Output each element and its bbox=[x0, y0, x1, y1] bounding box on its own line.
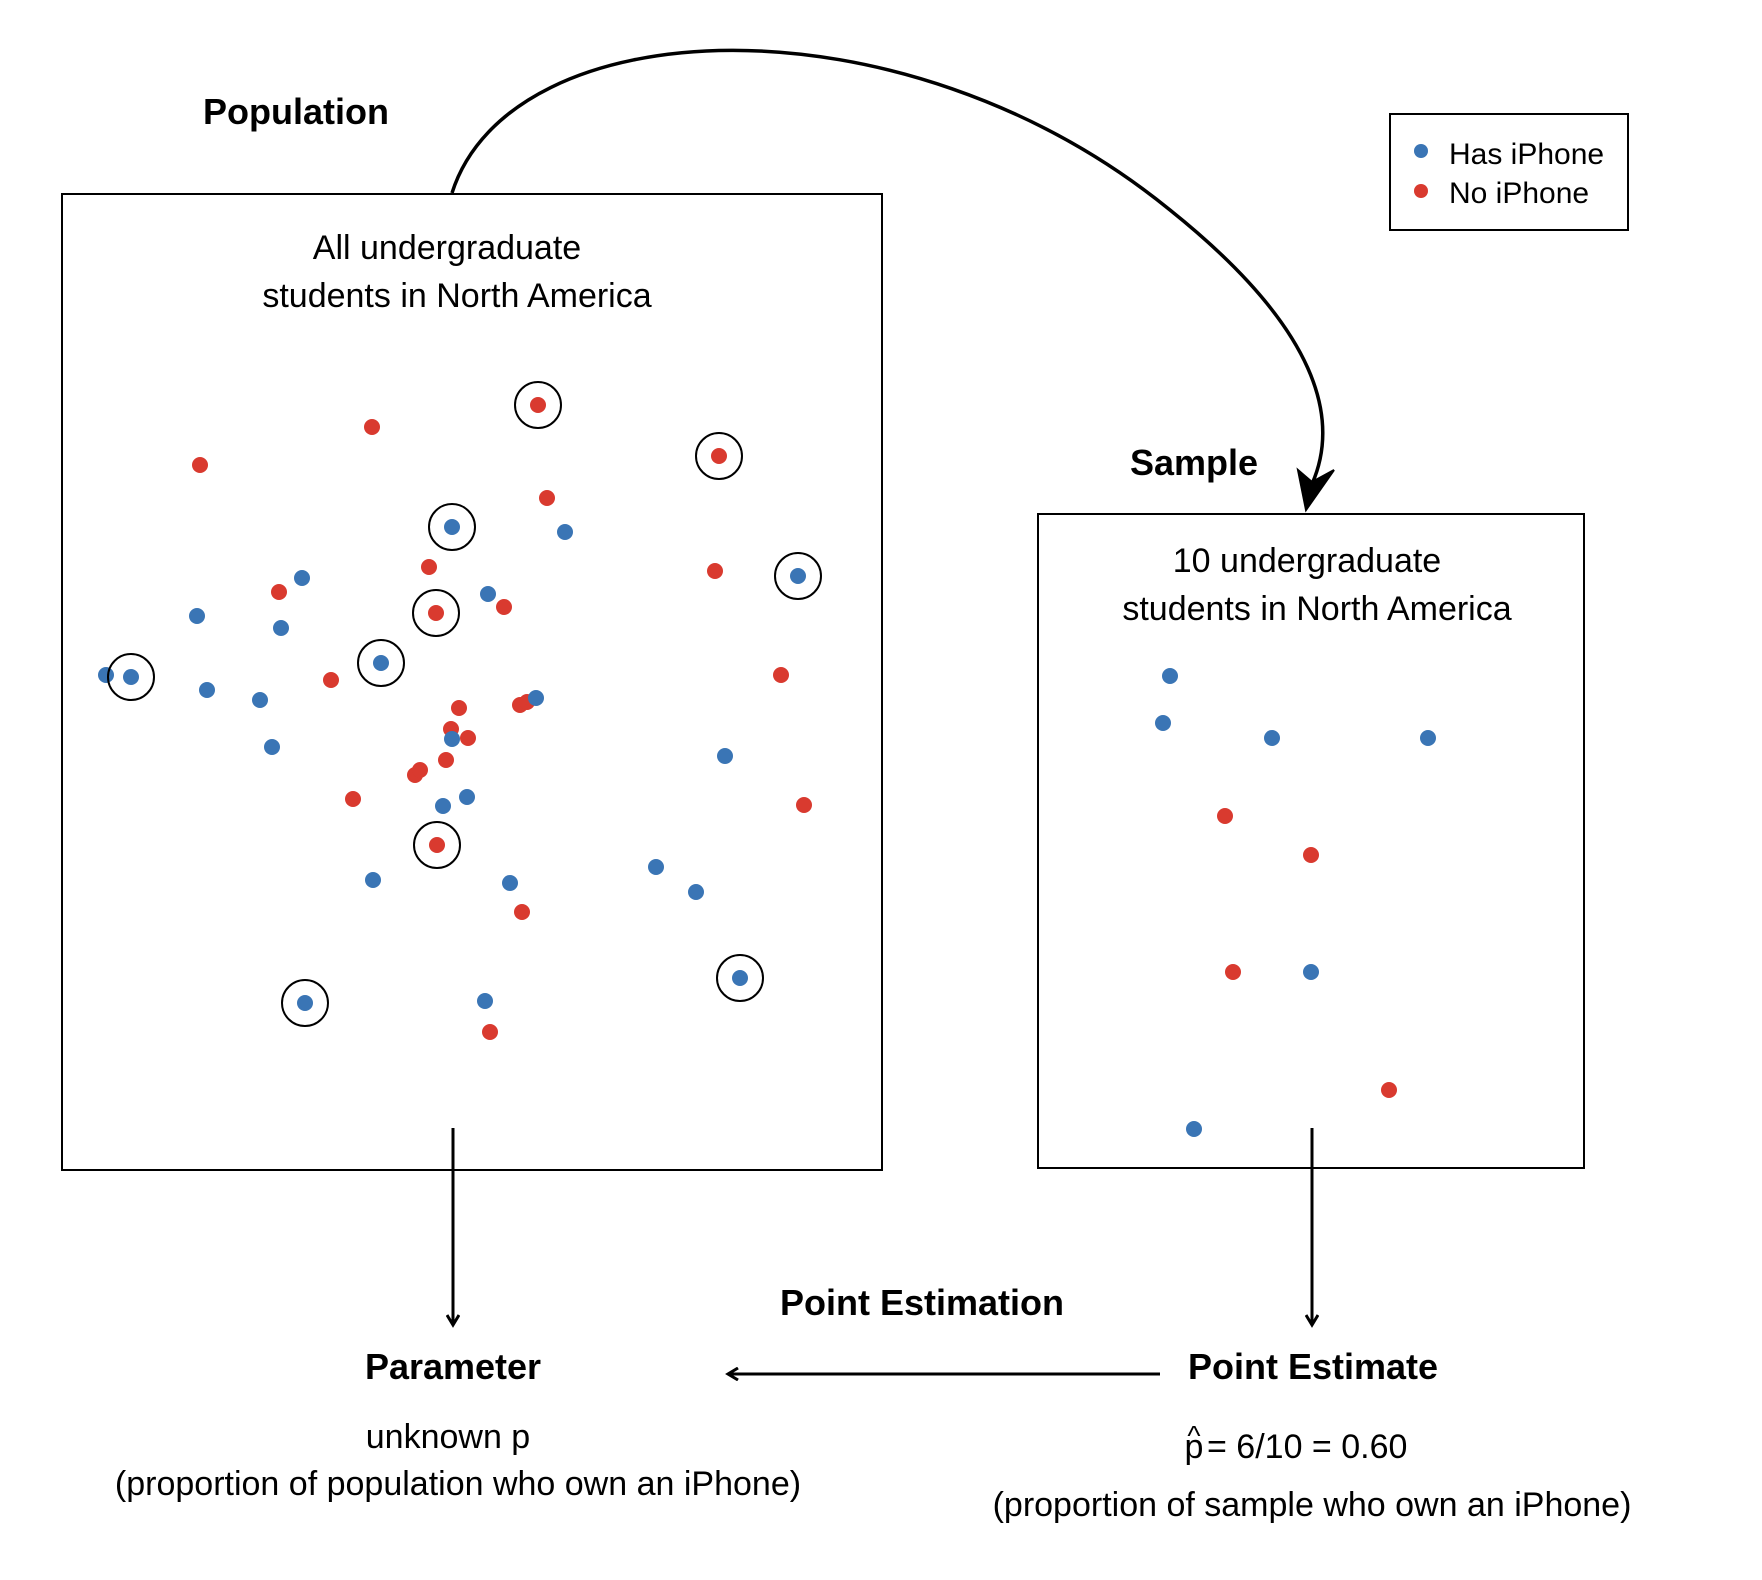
point-estimate-line2: (proportion of sample who own an iPhone) bbox=[993, 1486, 1632, 1524]
population-selection-ring bbox=[281, 979, 329, 1027]
population-dot-no-iphone bbox=[428, 605, 444, 621]
population-dot-no-iphone bbox=[482, 1024, 498, 1040]
population-selection-ring bbox=[413, 821, 461, 869]
population-selection-ring bbox=[716, 954, 764, 1002]
population-dot-no-iphone bbox=[460, 730, 476, 746]
legend-no-marker bbox=[1414, 184, 1428, 198]
population-dot-no-iphone bbox=[711, 448, 727, 464]
population-dot-no-iphone bbox=[438, 752, 454, 768]
sample-dot-no-iphone bbox=[1303, 847, 1319, 863]
population-dot-has-iphone bbox=[123, 669, 139, 685]
population-dots bbox=[98, 381, 822, 1040]
point-estimate-formula: = 6/10 = 0.60 bbox=[1207, 1428, 1407, 1466]
sampling-arrow bbox=[450, 48, 1325, 485]
population-dot-has-iphone bbox=[648, 859, 664, 875]
sample-box-line1: 10 undergraduate bbox=[1173, 542, 1441, 580]
legend-has-label: Has iPhone bbox=[1449, 138, 1604, 171]
parameter-line1: unknown p bbox=[366, 1418, 530, 1456]
population-dot-no-iphone bbox=[421, 559, 437, 575]
sample-dot-no-iphone bbox=[1217, 808, 1233, 824]
population-dot-no-iphone bbox=[323, 672, 339, 688]
population-dot-has-iphone bbox=[373, 655, 389, 671]
population-box bbox=[61, 193, 883, 1171]
legend-box bbox=[1389, 113, 1629, 231]
parameter-line2: (proportion of population who own an iPh… bbox=[115, 1465, 801, 1503]
population-dot-has-iphone bbox=[444, 731, 460, 747]
population-dot-has-iphone bbox=[189, 608, 205, 624]
sample-dots bbox=[1155, 668, 1436, 1137]
population-dot-has-iphone bbox=[264, 739, 280, 755]
population-dot-has-iphone bbox=[480, 586, 496, 602]
population-selection-ring bbox=[412, 589, 460, 637]
population-selection-ring bbox=[695, 432, 743, 480]
sample-dot-has-iphone bbox=[1186, 1121, 1202, 1137]
legend-no-label: No iPhone bbox=[1449, 177, 1589, 210]
sample-dot-no-iphone bbox=[1225, 964, 1241, 980]
population-dot-has-iphone bbox=[444, 519, 460, 535]
legend: Has iPhone No iPhone bbox=[1389, 113, 1629, 231]
sample-dot-has-iphone bbox=[1420, 730, 1436, 746]
sample-heading: Sample bbox=[1130, 442, 1258, 483]
population-dot-has-iphone bbox=[557, 524, 573, 540]
population-dot-no-iphone bbox=[514, 904, 530, 920]
population-dot-no-iphone bbox=[429, 837, 445, 853]
population-dot-no-iphone bbox=[773, 667, 789, 683]
p-hat-symbol: p bbox=[1185, 1428, 1204, 1466]
population-dot-no-iphone bbox=[271, 584, 287, 600]
population-dot-has-iphone bbox=[294, 570, 310, 586]
population-dot-has-iphone bbox=[252, 692, 268, 708]
population-dot-no-iphone bbox=[364, 419, 380, 435]
sampling-arrowhead bbox=[1296, 467, 1335, 513]
population-dot-has-iphone bbox=[502, 875, 518, 891]
population-dot-no-iphone bbox=[539, 490, 555, 506]
population-dot-no-iphone bbox=[451, 700, 467, 716]
population-dot-has-iphone bbox=[273, 620, 289, 636]
parameter-title: Parameter bbox=[365, 1346, 541, 1387]
population-dot-no-iphone bbox=[345, 791, 361, 807]
population-dot-has-iphone bbox=[717, 748, 733, 764]
p-hat-caret: ^ bbox=[1187, 1420, 1200, 1451]
population-dot-no-iphone bbox=[707, 563, 723, 579]
population-dot-has-iphone bbox=[732, 970, 748, 986]
population-box-line1: All undergraduate bbox=[313, 229, 581, 267]
population-selection-ring bbox=[428, 503, 476, 551]
population-dot-has-iphone bbox=[459, 789, 475, 805]
population-heading: Population bbox=[203, 91, 389, 132]
population-box-line2: students in North America bbox=[262, 277, 651, 315]
population-dot-has-iphone bbox=[435, 798, 451, 814]
population-selection-ring bbox=[357, 639, 405, 687]
population-dot-no-iphone bbox=[530, 397, 546, 413]
sample-dot-has-iphone bbox=[1303, 964, 1319, 980]
population-dot-has-iphone bbox=[98, 667, 114, 683]
population-dot-has-iphone bbox=[528, 690, 544, 706]
population-dot-has-iphone bbox=[477, 993, 493, 1009]
population-selection-ring bbox=[514, 381, 562, 429]
legend-has-marker bbox=[1414, 144, 1428, 158]
sample-dot-has-iphone bbox=[1155, 715, 1171, 731]
population-dot-has-iphone bbox=[297, 995, 313, 1011]
sample-dot-no-iphone bbox=[1381, 1082, 1397, 1098]
sample-dot-has-iphone bbox=[1162, 668, 1178, 684]
sample-box-line2: students in North America bbox=[1122, 590, 1511, 628]
population-selection-ring bbox=[774, 552, 822, 600]
population-dot-no-iphone bbox=[496, 599, 512, 615]
point-estimation-label: Point Estimation bbox=[780, 1282, 1064, 1323]
population-dot-has-iphone bbox=[199, 682, 215, 698]
population-dot-no-iphone bbox=[796, 797, 812, 813]
population-dot-has-iphone bbox=[365, 872, 381, 888]
sample-dot-has-iphone bbox=[1264, 730, 1280, 746]
population-selection-ring bbox=[107, 653, 155, 701]
point-estimate-title: Point Estimate bbox=[1188, 1346, 1438, 1387]
population-dot-has-iphone bbox=[688, 884, 704, 900]
population-dot-no-iphone bbox=[192, 457, 208, 473]
population-dot-has-iphone bbox=[790, 568, 806, 584]
population-dot-no-iphone bbox=[412, 762, 428, 778]
